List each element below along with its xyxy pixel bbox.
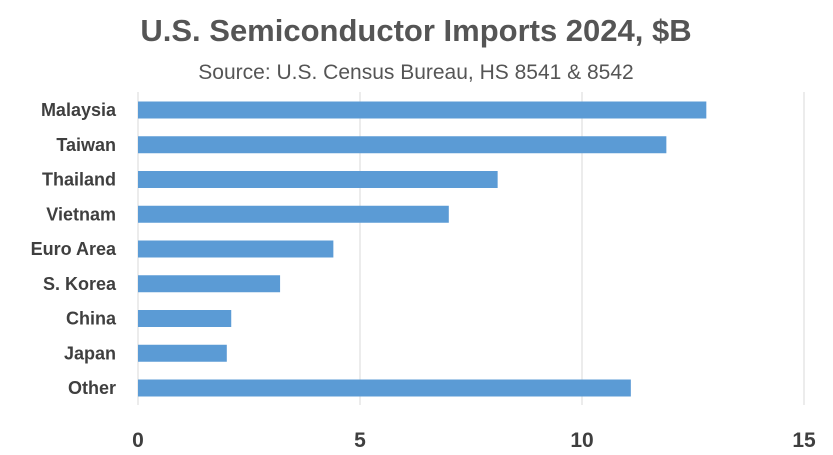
category-label: Euro Area bbox=[31, 239, 117, 259]
category-label: Malaysia bbox=[41, 100, 117, 120]
bars bbox=[138, 101, 707, 397]
category-label: Other bbox=[68, 378, 116, 398]
bar-japan bbox=[138, 344, 227, 362]
bar-s-korea bbox=[138, 275, 281, 293]
category-label: S. Korea bbox=[43, 274, 117, 294]
category-labels: Malaysia Taiwan Thailand Vietnam Euro Area S.… bbox=[31, 100, 117, 398]
category-label: Japan bbox=[64, 343, 116, 363]
chart-title: U.S. Semiconductor Imports 2024, $B bbox=[140, 13, 691, 48]
bar-malaysia bbox=[138, 101, 707, 119]
x-tick-label: 10 bbox=[570, 429, 593, 452]
bar-taiwan bbox=[138, 136, 667, 154]
category-label: Taiwan bbox=[56, 135, 116, 155]
category-label: Vietnam bbox=[46, 204, 116, 224]
bar-euro-area bbox=[138, 240, 334, 258]
bar-china bbox=[138, 310, 232, 327]
chart-subtitle: Source: U.S. Census Bureau, HS 8541 & 85… bbox=[198, 61, 633, 84]
bar-vietnam bbox=[138, 205, 449, 223]
bar-other bbox=[138, 379, 631, 397]
x-tick-label: 15 bbox=[792, 429, 816, 452]
category-label: Thailand bbox=[42, 170, 116, 190]
bar-thailand bbox=[138, 171, 498, 188]
x-tick-label: 0 bbox=[132, 429, 144, 452]
x-tick-label: 5 bbox=[354, 429, 366, 452]
x-axis-ticks: 0 5 10 15 bbox=[132, 429, 816, 452]
category-label: China bbox=[66, 309, 117, 329]
